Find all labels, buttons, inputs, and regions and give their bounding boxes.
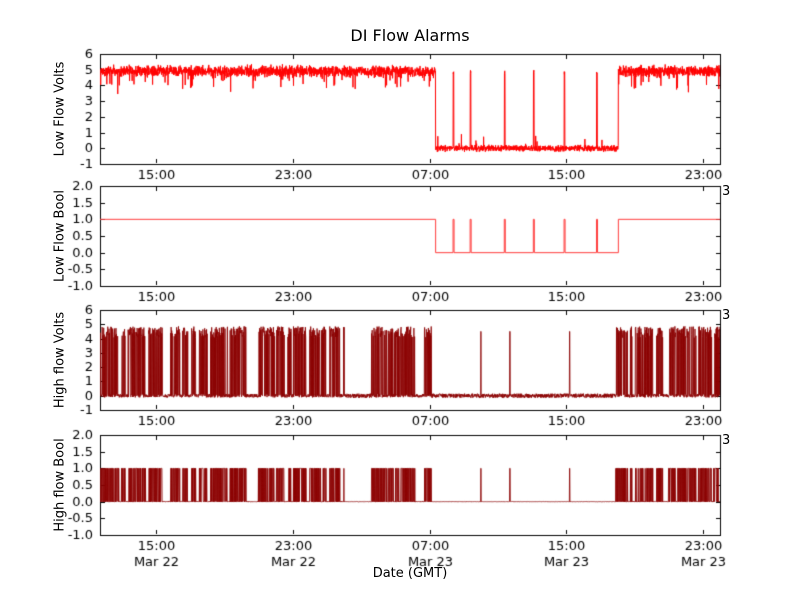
x-axis-label: Date (GMT) <box>372 566 448 581</box>
right-edge-text-subplot-3: 3 <box>722 308 731 323</box>
subplot-low-flow-bool-plot <box>0 176 800 316</box>
chart-title: DI Flow Alarms <box>350 26 470 45</box>
right-edge-text-subplot-2: 3 <box>722 184 731 199</box>
subplot-high-flow-bool-plot <box>0 425 800 585</box>
right-edge-text-subplot-4: 3 <box>722 433 731 448</box>
subplot-high-flow-volts-plot <box>0 300 800 440</box>
subplot-low-flow-volts-plot <box>0 44 800 194</box>
